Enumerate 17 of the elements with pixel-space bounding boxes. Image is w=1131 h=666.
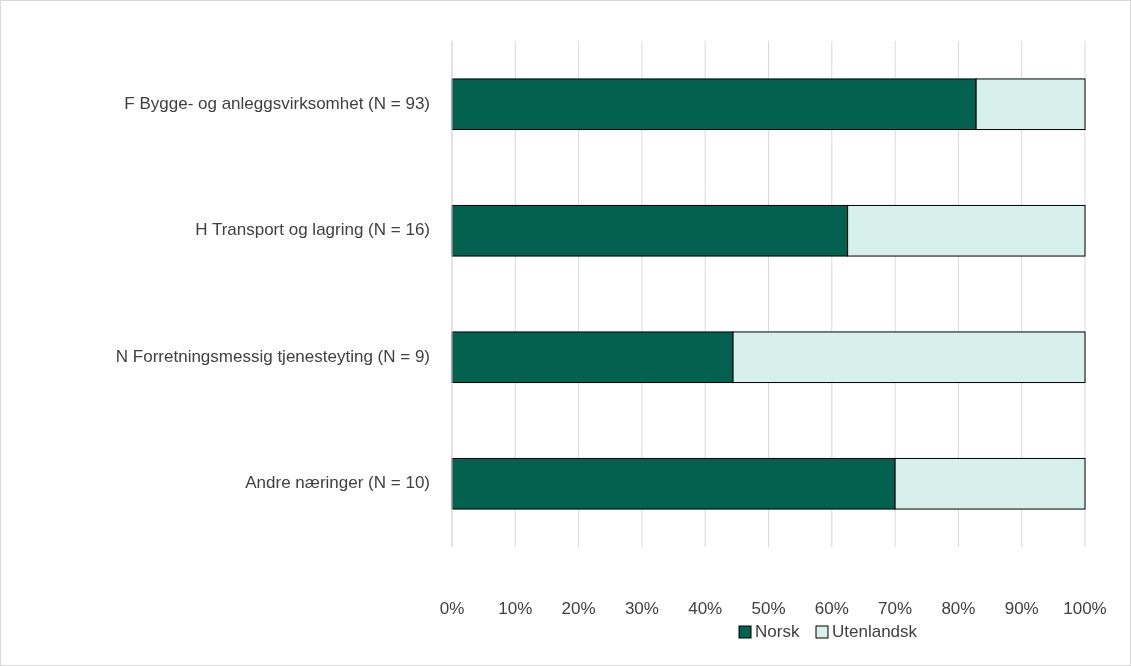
x-tick-label: 100%: [1063, 599, 1107, 618]
x-tick-label: 60%: [814, 599, 849, 618]
x-tick-label: 70%: [878, 599, 913, 618]
x-tick-label: 30%: [624, 599, 659, 618]
legend-label: Utenlandsk: [832, 622, 918, 641]
legend-label: Norsk: [755, 622, 800, 641]
y-tick-label: F Bygge- og anleggsvirksomhet (N = 93): [124, 93, 430, 113]
y-tick-label: N Forretningsmessig tjenesteyting (N = 9): [115, 346, 430, 366]
x-tick-label: 0%: [439, 599, 465, 618]
x-tick-label: 80%: [941, 599, 976, 618]
x-tick-label: 20%: [561, 599, 596, 618]
x-tick-label: 90%: [1004, 599, 1039, 618]
y-tick-label: H Transport og lagring (N = 16): [195, 220, 430, 240]
y-tick-label: Andre næringer (N = 10): [245, 473, 430, 493]
x-tick-label: 10%: [498, 599, 533, 618]
x-tick-label: 40%: [688, 599, 723, 618]
x-tick-label: 50%: [751, 599, 786, 618]
